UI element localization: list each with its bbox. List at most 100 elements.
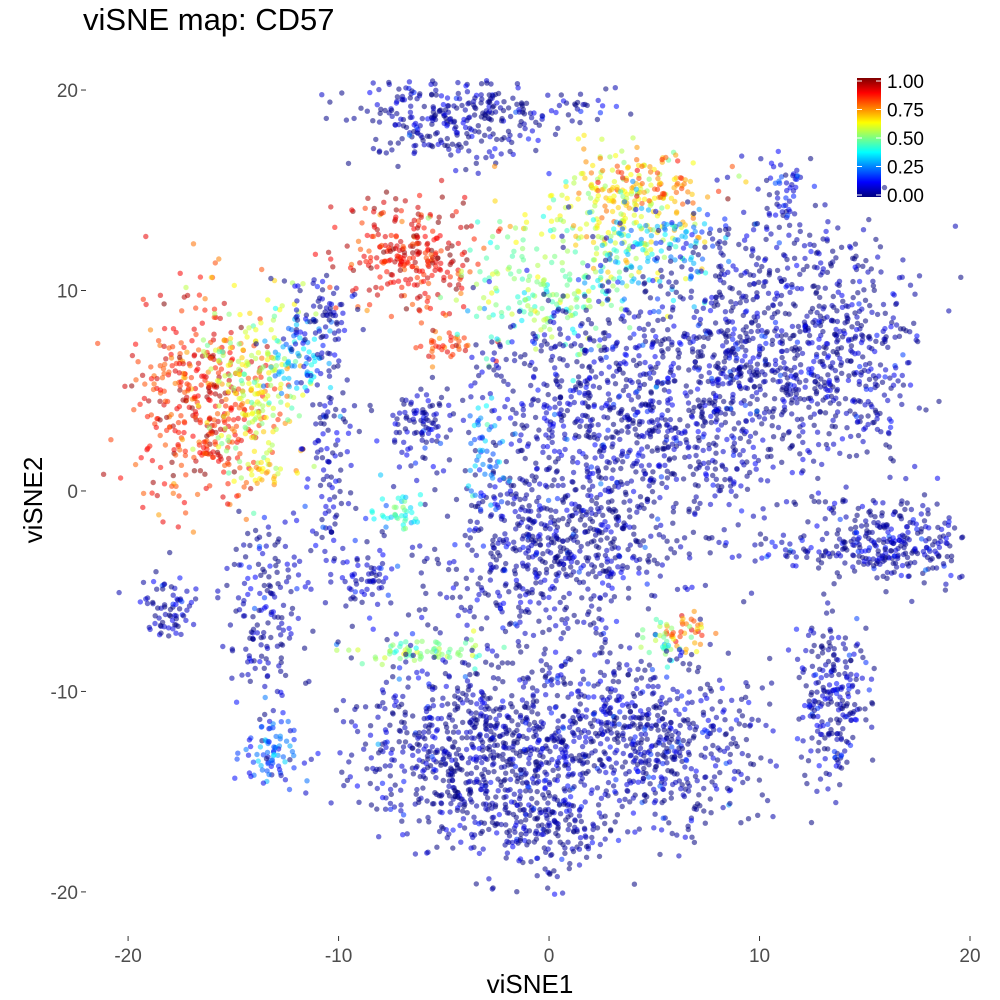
cluster-18: [465, 395, 518, 513]
data-point: [168, 411, 174, 418]
data-point: [425, 398, 431, 404]
data-point: [453, 297, 459, 303]
data-point: [192, 409, 199, 415]
data-point: [276, 625, 282, 631]
data-point: [324, 445, 330, 452]
data-point: [416, 607, 423, 613]
data-point: [743, 298, 749, 304]
data-point: [559, 192, 565, 198]
data-point: [512, 421, 518, 427]
data-point: [307, 319, 313, 325]
data-point: [774, 290, 780, 296]
data-point: [458, 290, 464, 297]
data-point: [284, 393, 290, 399]
data-point: [586, 288, 592, 294]
data-point: [229, 648, 236, 654]
data-point: [842, 320, 848, 326]
data-point: [871, 419, 877, 425]
data-point: [244, 360, 251, 367]
data-point: [639, 180, 645, 187]
data-point: [357, 246, 364, 252]
data-point: [255, 350, 262, 356]
data-point: [430, 228, 436, 234]
data-point: [660, 354, 666, 360]
data-point: [706, 370, 712, 376]
data-point: [492, 146, 498, 152]
data-point: [665, 327, 671, 333]
data-point: [275, 539, 281, 545]
data-point: [576, 190, 582, 196]
data-point: [706, 363, 713, 369]
data-point: [890, 315, 896, 321]
cluster-2: [312, 177, 503, 320]
data-point: [670, 297, 677, 304]
data-point: [587, 516, 593, 522]
data-point: [675, 237, 681, 243]
data-point: [747, 469, 753, 476]
data-point: [624, 307, 630, 313]
data-point: [320, 524, 326, 530]
data-point: [604, 252, 611, 258]
data-point: [775, 309, 781, 315]
data-point: [765, 305, 771, 311]
data-point: [540, 281, 546, 287]
data-point: [737, 334, 743, 340]
data-point: [571, 612, 577, 619]
data-point: [392, 122, 399, 128]
data-point: [215, 435, 221, 441]
data-point: [455, 240, 461, 247]
data-point: [848, 343, 855, 349]
data-point: [337, 488, 343, 495]
data-point: [702, 270, 709, 276]
data-point: [191, 468, 198, 474]
data-point: [783, 332, 789, 338]
data-point: [790, 333, 796, 339]
data-point: [685, 400, 692, 406]
data-point: [267, 583, 274, 589]
data-point: [655, 463, 662, 469]
data-point: [599, 405, 605, 411]
data-point: [733, 493, 739, 499]
data-point: [784, 366, 790, 372]
data-point: [336, 358, 342, 364]
data-point: [108, 437, 114, 443]
data-point: [551, 585, 557, 592]
data-point: [411, 150, 417, 157]
data-point: [513, 239, 519, 245]
data-point: [802, 255, 808, 262]
data-point: [319, 287, 326, 293]
data-point: [610, 421, 617, 428]
data-point: [281, 375, 287, 381]
cluster-23: [116, 549, 199, 639]
data-point: [698, 268, 704, 274]
data-point: [362, 205, 368, 211]
data-point: [483, 403, 490, 409]
data-point: [328, 395, 334, 402]
data-point: [259, 420, 265, 427]
data-point: [552, 371, 559, 377]
data-point: [497, 343, 503, 350]
data-point: [623, 383, 629, 389]
data-point: [607, 397, 613, 403]
data-point: [195, 347, 202, 353]
data-point: [411, 408, 417, 414]
data-point: [671, 176, 678, 182]
data-point: [641, 505, 647, 512]
data-point: [806, 449, 813, 456]
data-point: [690, 249, 696, 256]
data-point: [665, 291, 671, 297]
data-point: [175, 419, 182, 426]
data-point: [225, 381, 232, 388]
data-point: [616, 366, 623, 373]
data-point: [528, 307, 534, 313]
data-point: [511, 357, 518, 364]
data-point: [520, 407, 526, 413]
data-point: [212, 260, 218, 266]
data-point: [529, 537, 535, 543]
data-point: [563, 179, 569, 185]
data-point: [695, 397, 701, 403]
cluster-19: [369, 472, 424, 532]
data-point: [591, 526, 597, 533]
data-point: [370, 80, 376, 86]
data-point: [484, 80, 490, 86]
